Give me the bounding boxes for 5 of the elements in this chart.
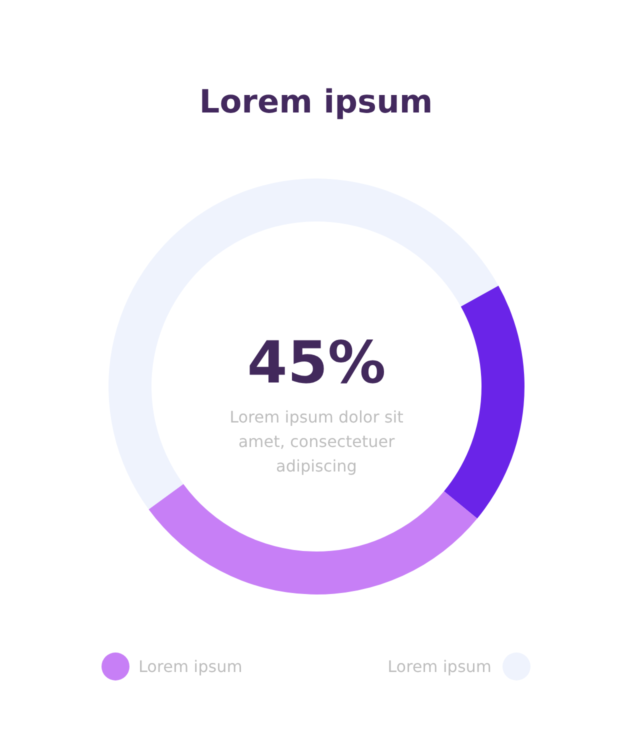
legend-label: Lorem ipsum xyxy=(138,657,242,676)
text: 45% xyxy=(247,328,386,396)
slice-label: Lorem ipsum xyxy=(199,82,433,120)
slice-label: Lorem ipsum xyxy=(388,657,492,676)
text: Lorem ipsum dolor sit amet, consectetuer adipiscing xyxy=(230,407,404,476)
